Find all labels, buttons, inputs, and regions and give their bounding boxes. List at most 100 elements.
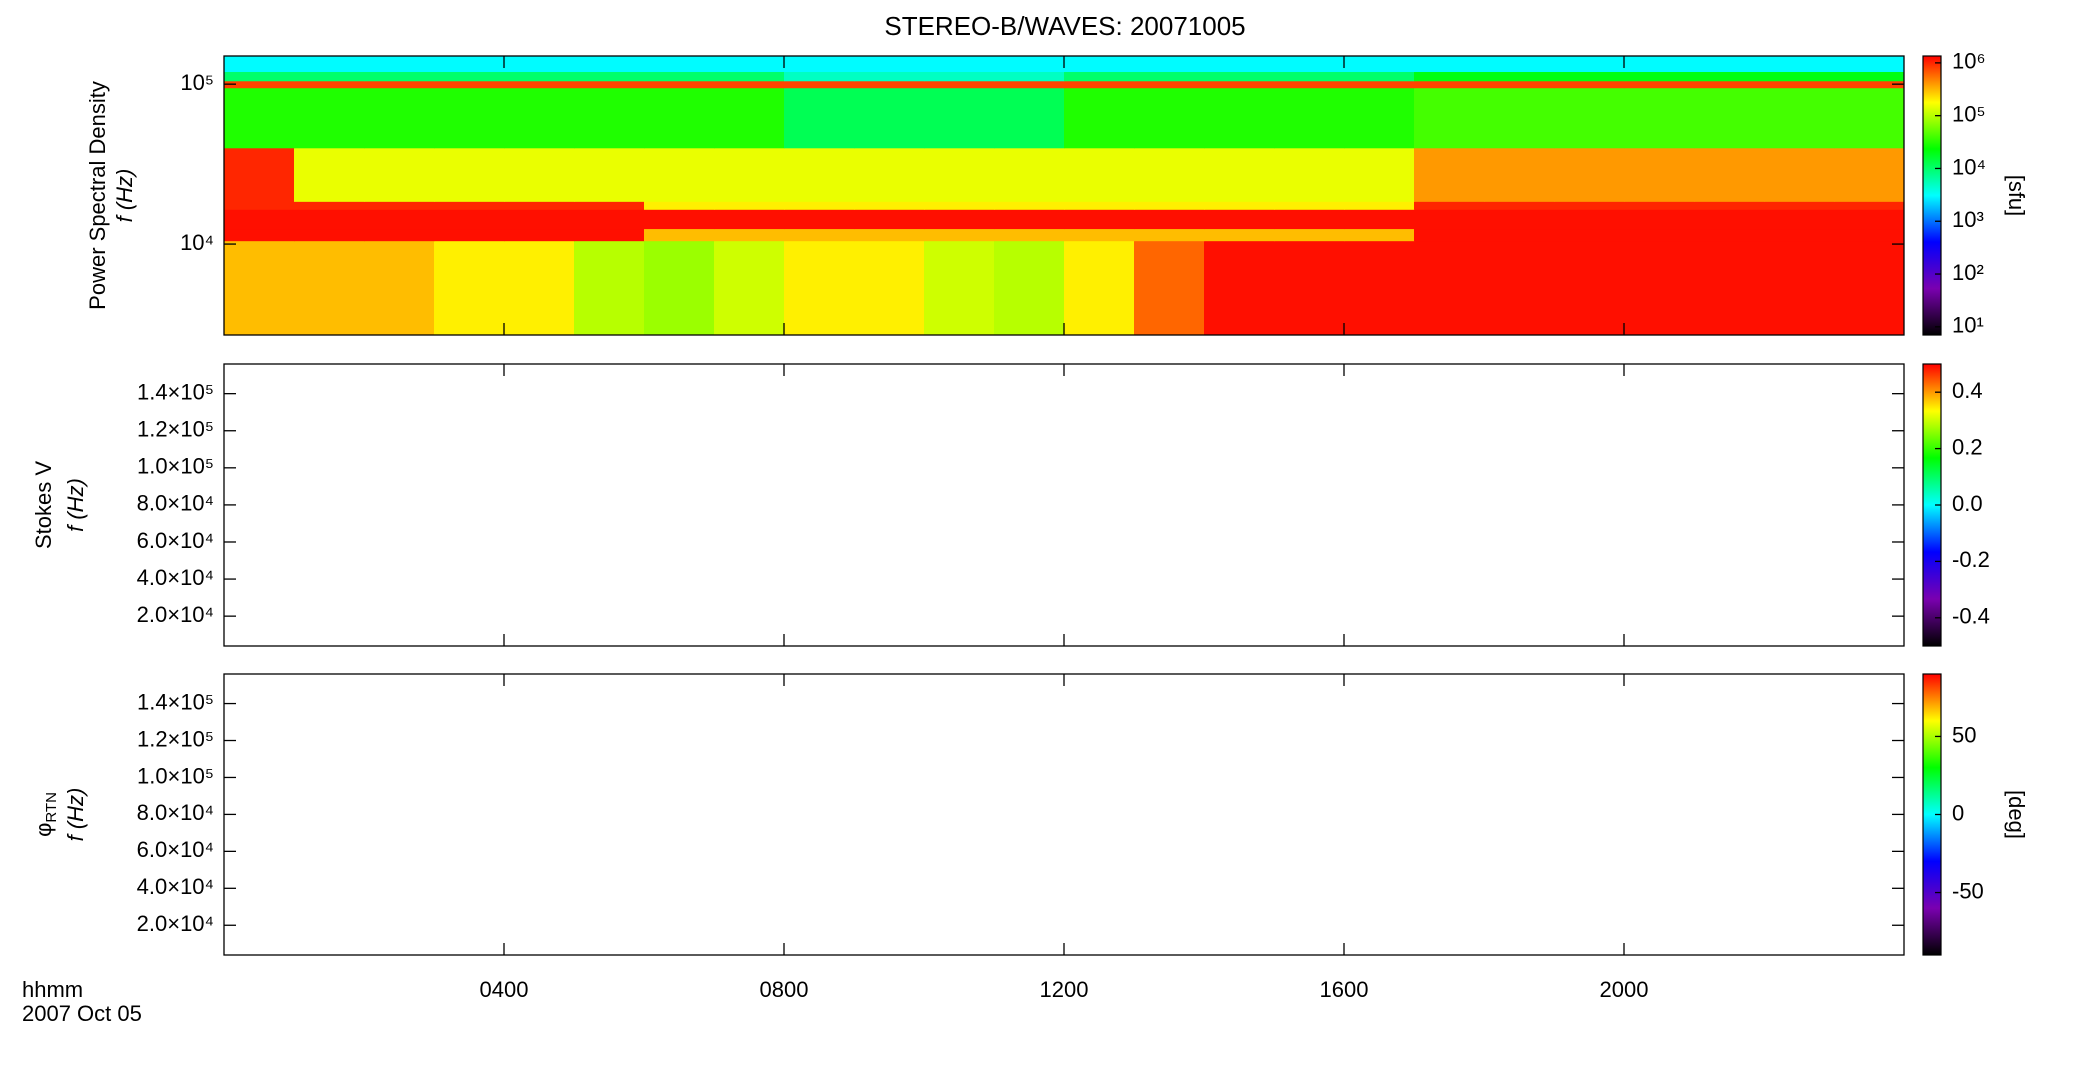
heatmap-cell — [224, 87, 295, 149]
y-tick-label: 8.0×10⁴ — [137, 491, 214, 516]
heatmap-cell — [994, 80, 1065, 89]
heatmap-cell — [434, 201, 505, 210]
heatmap-cell — [1064, 240, 1135, 336]
heatmap-cell — [714, 240, 785, 336]
heatmap-cell — [994, 240, 1065, 336]
heatmap-cell — [1274, 201, 1345, 210]
heatmap-cell — [924, 80, 995, 89]
x-tick-label: 2000 — [1600, 977, 1649, 1002]
heatmap-cell — [224, 71, 295, 82]
heatmap-cell — [644, 80, 715, 89]
y-axis-label-subscript: RTN — [43, 792, 60, 823]
heatmap-cell — [714, 201, 785, 210]
heatmap-cell — [1484, 56, 1555, 72]
heatmap-cell — [784, 56, 855, 72]
heatmap-cell — [1834, 147, 1905, 202]
heatmap-cell — [1484, 201, 1555, 210]
heatmap-cell — [1554, 80, 1625, 89]
heatmap-cell — [924, 228, 995, 242]
heatmap-cell — [294, 209, 365, 230]
heatmap-cell — [504, 71, 575, 82]
heatmap-cell — [224, 201, 295, 210]
heatmap-cell — [1274, 56, 1345, 72]
heatmap-cell — [1134, 228, 1205, 242]
heatmap-cell — [1834, 240, 1905, 336]
heatmap-cell — [434, 56, 505, 72]
heatmap-cell — [924, 209, 995, 230]
heatmap-cell — [1064, 147, 1135, 202]
heatmap-cell — [1204, 209, 1275, 230]
heatmap-cell — [1484, 240, 1555, 336]
heatmap-cell — [574, 201, 645, 210]
heatmap-cell — [1484, 71, 1555, 82]
heatmap-cell — [854, 240, 925, 336]
heatmap-cell — [1764, 71, 1835, 82]
heatmap-cell — [854, 87, 925, 149]
heatmap-cell — [1134, 71, 1205, 82]
colorbar-label: [sfu] — [2004, 175, 2029, 217]
heatmap-cell — [574, 56, 645, 72]
heatmap-cell — [644, 71, 715, 82]
heatmap-cell — [364, 71, 435, 82]
heatmap-cell — [1764, 80, 1835, 89]
heatmap-cell — [224, 80, 295, 89]
heatmap-cell — [1274, 87, 1345, 149]
heatmap-cell — [504, 201, 575, 210]
colorbar-tick-label: 10² — [1952, 260, 1984, 285]
heatmap-cell — [434, 228, 505, 242]
heatmap-cell — [1694, 80, 1765, 89]
heatmap-cell — [504, 80, 575, 89]
heatmap-cell — [574, 87, 645, 149]
heatmap-cell — [434, 147, 505, 202]
heatmap-cell — [1274, 240, 1345, 336]
heatmap-cell — [364, 209, 435, 230]
heatmap-cell — [1344, 240, 1415, 336]
heatmap-cell — [1064, 87, 1135, 149]
y-axis-label: f (Hz) — [63, 788, 88, 842]
heatmap-cell — [1484, 87, 1555, 149]
heatmap-cell — [924, 56, 995, 72]
colorbar-tick-label: 50 — [1952, 722, 1976, 747]
heatmap-cell — [1344, 209, 1415, 230]
heatmap-cell — [994, 56, 1065, 72]
heatmap-cell — [854, 71, 925, 82]
heatmap-cell — [1624, 80, 1695, 89]
heatmap-cell — [644, 228, 715, 242]
heatmap-cell — [294, 56, 365, 72]
heatmap-cell — [224, 147, 295, 202]
colorbar-tick-label: -50 — [1952, 878, 1984, 903]
heatmap-cell — [1624, 209, 1695, 230]
y-axis-label: Power Spectral Density — [85, 81, 110, 310]
heatmap-cell — [574, 240, 645, 336]
y-tick-label: 6.0×10⁴ — [137, 528, 214, 553]
heatmap-cell — [1414, 240, 1485, 336]
colorbar-tick-label: -0.2 — [1952, 547, 1990, 572]
y-tick-label: 1.0×10⁵ — [137, 454, 214, 479]
heatmap-cell — [784, 201, 855, 210]
heatmap-cell — [294, 228, 365, 242]
heatmap-cell — [924, 147, 995, 202]
heatmap-cell — [364, 56, 435, 72]
heatmap-cell — [294, 201, 365, 210]
x-axis-label: hhmm — [22, 977, 83, 1002]
heatmap-cell — [504, 209, 575, 230]
heatmap-cell — [1204, 240, 1275, 336]
heatmap-cell — [1204, 147, 1275, 202]
heatmap-cell — [784, 80, 855, 89]
heatmap-cell — [1764, 209, 1835, 230]
heatmap-cell — [784, 228, 855, 242]
heatmap-cell — [1694, 56, 1765, 72]
y-axis-label: φRTN — [31, 792, 60, 837]
heatmap-cell — [644, 240, 715, 336]
heatmap-cell — [294, 80, 365, 89]
heatmap-cell — [224, 56, 295, 72]
heatmap-cell — [434, 209, 505, 230]
heatmap-cell — [714, 147, 785, 202]
heatmap-cell — [1694, 240, 1765, 336]
heatmap-cell — [854, 201, 925, 210]
heatmap-cell — [1204, 56, 1275, 72]
heatmap-cell — [1344, 56, 1415, 72]
heatmap-cell — [644, 147, 715, 202]
